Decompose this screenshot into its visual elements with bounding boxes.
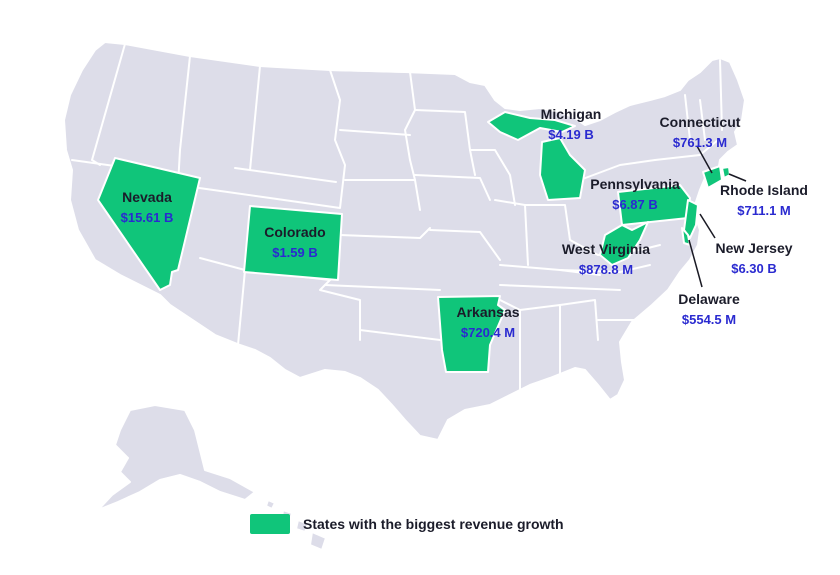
state-shape-new-jersey	[683, 199, 699, 239]
label-colorado: Colorado $1.59 B	[245, 224, 345, 261]
state-shape-michigan-lower	[539, 137, 586, 201]
state-value: $6.30 B	[731, 261, 777, 276]
state-name: New Jersey	[715, 240, 793, 256]
state-value: $4.19 B	[548, 127, 594, 142]
state-value: $761.3 M	[672, 135, 728, 150]
state-shape-michigan-upper	[487, 111, 576, 141]
leader-lines	[688, 145, 747, 288]
state-name: Connecticut	[659, 114, 741, 130]
state-value: $1.59 B	[272, 245, 318, 260]
label-connecticut: Connecticut $761.3 M	[645, 114, 755, 151]
state-value: $711.1 M	[737, 203, 791, 218]
state-shape-connecticut	[702, 165, 723, 189]
label-michigan: Michigan $4.19 B	[526, 106, 616, 143]
label-arkansas: Arkansas $720.4 M	[440, 304, 536, 341]
alaska-shape	[97, 404, 256, 511]
state-value: $554.5 M	[681, 312, 737, 327]
state-name: Arkansas	[456, 304, 520, 320]
label-delaware: Delaware $554.5 M	[664, 291, 754, 328]
state-name: Nevada	[122, 189, 172, 205]
label-rhode-island: Rhode Island $711.1 M	[712, 182, 816, 219]
legend-swatch	[250, 514, 290, 534]
state-name: Delaware	[678, 291, 740, 307]
state-name: West Virginia	[561, 241, 651, 257]
state-boundaries	[71, 43, 723, 396]
highlighted-states	[97, 111, 731, 373]
state-name: Rhode Island	[720, 182, 808, 198]
legend-label: States with the biggest revenue growth	[303, 516, 564, 532]
contiguous-us-shape	[63, 41, 746, 441]
state-value: $6.87 B	[612, 197, 658, 212]
label-new-jersey: New Jersey $6.30 B	[704, 240, 804, 277]
state-shape-west-virginia	[599, 221, 649, 266]
state-value: $15.61 B	[120, 210, 174, 225]
state-value: $720.4 M	[460, 325, 516, 340]
legend: States with the biggest revenue growth	[250, 514, 564, 534]
state-shape-arkansas	[437, 295, 506, 373]
state-name: Colorado	[264, 224, 326, 240]
state-shape-rhode-island	[721, 166, 731, 179]
state-shape-nevada	[97, 157, 201, 291]
label-west-virginia: West Virginia $878.8 M	[550, 241, 662, 278]
label-pennsylvania: Pennsylvania $6.87 B	[576, 176, 694, 213]
hawaii-shape	[265, 499, 327, 551]
state-name: Michigan	[540, 106, 602, 122]
label-nevada: Nevada $15.61 B	[107, 189, 187, 226]
state-shape-colorado	[243, 205, 343, 281]
state-value: $878.8 M	[578, 262, 634, 277]
state-name: Pennsylvania	[590, 176, 680, 192]
